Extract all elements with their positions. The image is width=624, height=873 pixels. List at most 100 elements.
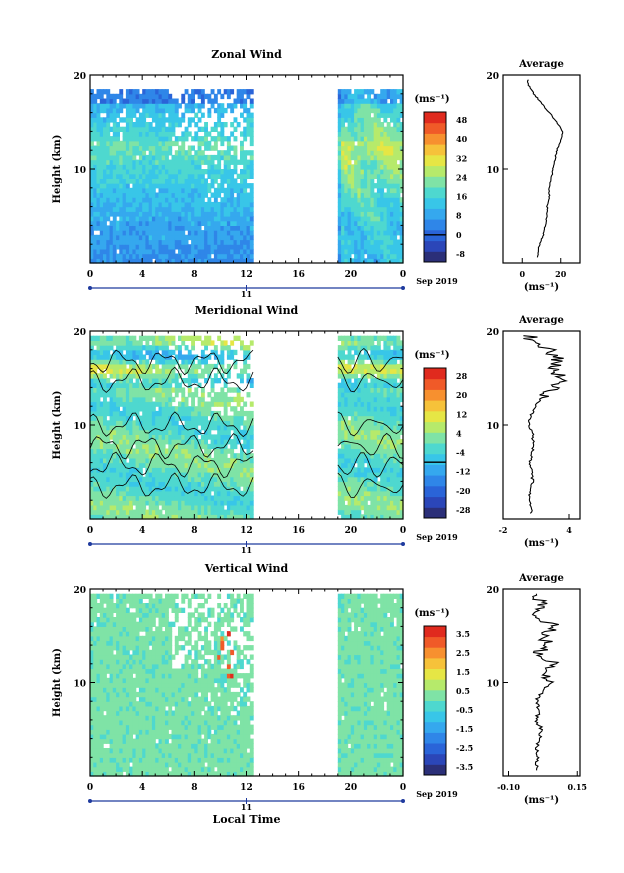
heatmap-cell <box>363 486 368 492</box>
heatmap-cell <box>142 131 147 137</box>
heatmap-cell <box>367 98 371 104</box>
heatmap-cell <box>393 234 398 241</box>
heatmap-cell <box>99 150 104 156</box>
heatmap-cell <box>396 490 401 497</box>
heatmap-cell <box>90 201 94 208</box>
heatmap-cell <box>96 183 101 189</box>
heatmap-cell <box>125 467 130 473</box>
heatmap-cell <box>119 244 124 250</box>
heatmap-cell <box>217 216 222 222</box>
heatmap-cell <box>396 406 401 412</box>
heatmap-cell <box>194 178 199 184</box>
heatmap-cell <box>155 429 160 435</box>
heatmap-cell <box>226 201 231 208</box>
heatmap-cell <box>122 164 127 170</box>
heatmap-cell <box>200 373 205 379</box>
heatmap-cell <box>125 340 130 346</box>
heatmap-cell <box>112 448 117 454</box>
heatmap-cell <box>112 154 117 161</box>
heatmap-cell <box>116 486 120 492</box>
heatmap-cell <box>363 112 368 118</box>
colorbar-tick-label: 8 <box>456 211 462 221</box>
heatmap-cell <box>230 354 235 360</box>
heatmap-cell <box>138 230 143 236</box>
heatmap-cell <box>204 443 208 450</box>
heatmap-cell <box>181 490 186 497</box>
heatmap-cell <box>178 253 182 259</box>
heatmap-cell <box>125 183 130 189</box>
heatmap-cell <box>155 472 160 478</box>
heatmap-cell <box>347 178 352 184</box>
heatmap-cell <box>393 239 398 245</box>
heatmap-cell <box>135 457 140 464</box>
heatmap-cell <box>243 126 248 132</box>
heatmap-cell <box>155 173 160 179</box>
heatmap-cell <box>357 122 362 128</box>
heatmap-cell <box>200 420 205 426</box>
heatmap-cell <box>386 472 391 478</box>
heatmap-cell <box>233 164 238 170</box>
heatmap-cell <box>184 192 189 198</box>
heatmap-cell <box>337 197 342 203</box>
heatmap-cell <box>380 373 385 379</box>
heatmap-cell <box>357 239 362 245</box>
heatmap-cell <box>354 509 358 515</box>
heatmap-cell <box>119 368 124 374</box>
heatmap-cell <box>119 448 124 454</box>
heatmap-cell <box>197 140 202 147</box>
heatmap-cell <box>246 354 251 360</box>
heatmap-cell <box>178 429 182 435</box>
heatmap-cell <box>354 363 358 370</box>
heatmap-cell <box>155 415 160 421</box>
heatmap-cell <box>174 345 179 351</box>
heatmap-cell <box>178 225 182 231</box>
heatmap-cell <box>138 234 143 241</box>
heatmap-cell <box>184 164 189 170</box>
heatmap-cell <box>370 192 375 198</box>
heatmap-cell <box>207 98 212 104</box>
colorbar-segment <box>424 219 446 231</box>
heatmap-cell <box>399 392 404 398</box>
heatmap-cell <box>112 122 117 128</box>
heatmap-cell <box>122 359 127 365</box>
heatmap-cell <box>142 382 147 388</box>
heatmap-cell <box>106 140 111 147</box>
heatmap-cell <box>396 335 401 341</box>
heatmap-cell <box>165 363 169 370</box>
heatmap-cell <box>171 500 176 506</box>
heatmap-cell <box>90 359 94 365</box>
heatmap-cell <box>380 467 385 473</box>
heatmap-cell <box>240 192 244 198</box>
heatmap-cell <box>220 154 225 161</box>
heatmap-cell <box>213 211 218 217</box>
heatmap-cell <box>158 225 163 231</box>
heatmap-cell <box>230 122 235 128</box>
heatmap-cell <box>178 136 182 142</box>
heatmap-cell <box>106 173 111 179</box>
contour-line <box>89 366 254 393</box>
heatmap-cell <box>135 420 140 426</box>
heatmap-cell <box>155 425 160 431</box>
heatmap-cell <box>151 117 156 123</box>
heatmap-cell <box>145 234 150 241</box>
heatmap-cell <box>142 197 147 203</box>
heatmap-cell <box>213 253 218 259</box>
heatmap-cell <box>393 126 398 132</box>
heatmap-cell <box>350 201 355 208</box>
heatmap-cell <box>399 140 404 147</box>
heatmap-cell <box>360 89 365 95</box>
heatmap-cell <box>96 244 101 250</box>
heatmap-cell <box>386 410 391 417</box>
heatmap-cell <box>103 192 107 198</box>
heatmap-cell <box>390 220 394 226</box>
heatmap-cell <box>347 472 352 478</box>
heatmap-cell <box>393 107 398 114</box>
contour-line <box>337 411 404 437</box>
heatmap-cell <box>357 225 362 231</box>
heatmap-cell <box>357 439 362 445</box>
heatmap-cell <box>191 345 195 351</box>
heatmap-cell <box>191 253 195 259</box>
heatmap-cell <box>246 500 251 506</box>
heatmap-cell <box>191 354 195 360</box>
heatmap-cell <box>122 486 127 492</box>
